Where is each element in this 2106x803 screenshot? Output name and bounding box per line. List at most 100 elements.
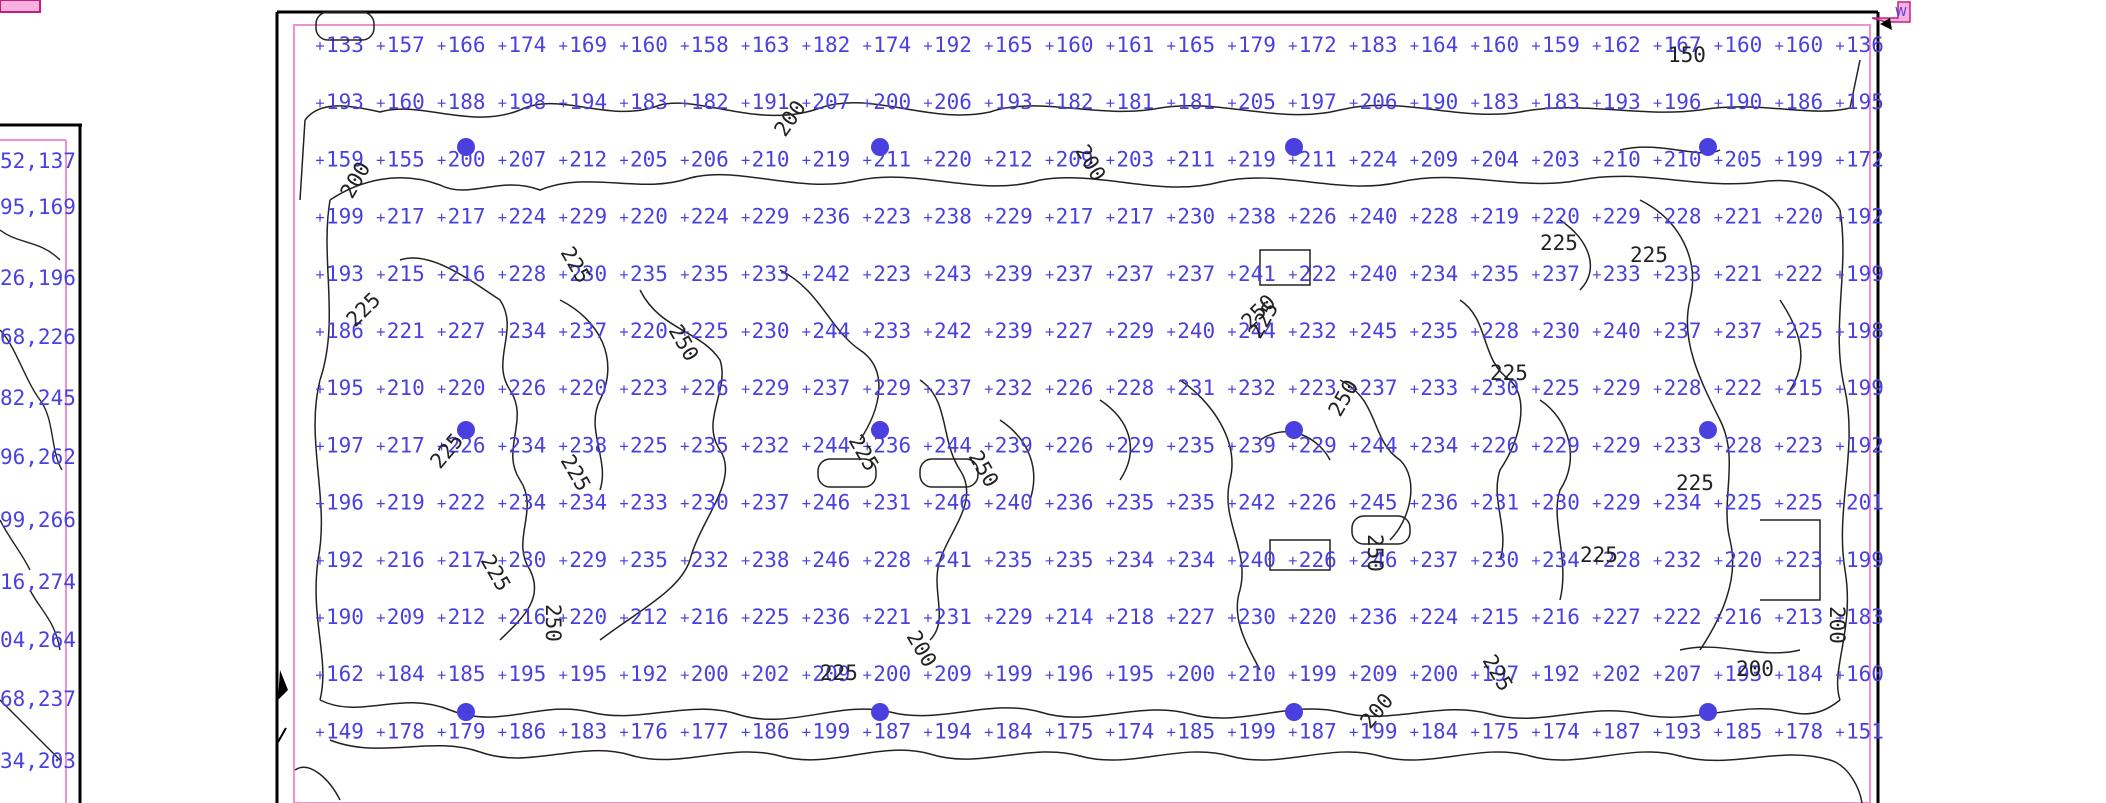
grid-point-cross xyxy=(802,671,811,680)
grid-point-cross xyxy=(498,442,507,451)
grid-value: 193 xyxy=(326,90,364,114)
grid-value: 187 xyxy=(873,719,911,743)
main-border xyxy=(293,24,1871,803)
grid-value: 234 xyxy=(508,319,546,343)
grid-point-cross xyxy=(924,213,932,222)
grid-value: 196 xyxy=(1056,662,1094,686)
grid-value: 227 xyxy=(1056,319,1094,343)
grid-point-cross xyxy=(1592,270,1601,279)
grid-point-cross xyxy=(1349,499,1358,508)
grid-value: 160 xyxy=(1846,662,1884,686)
luminaire-dot xyxy=(1699,421,1717,439)
left-panel-value: 16,274 xyxy=(0,570,76,594)
grid-value: 235 xyxy=(1481,262,1519,286)
grid-point-cross xyxy=(1653,213,1662,222)
grid-point-cross xyxy=(1532,671,1540,680)
grid-value: 200 xyxy=(691,662,729,686)
grid-value: 240 xyxy=(1238,548,1276,572)
grid-point-cross xyxy=(437,156,446,165)
grid-value: 159 xyxy=(326,147,364,171)
grid-value: 241 xyxy=(1238,262,1276,286)
grid-value: 197 xyxy=(1299,90,1337,114)
grid-value: 190 xyxy=(326,605,364,629)
circled-value-ring xyxy=(817,458,877,488)
grid-point-cross xyxy=(498,385,507,394)
grid-value: 213 xyxy=(1785,605,1823,629)
grid-value: 162 xyxy=(1603,33,1641,57)
grid-value: 220 xyxy=(630,319,668,343)
grid-value: 162 xyxy=(326,662,364,686)
luminaire-dot xyxy=(1699,703,1717,721)
grid-value: 172 xyxy=(1846,147,1884,171)
grid-point-cross xyxy=(559,499,568,508)
grid-value: 225 xyxy=(1785,319,1823,343)
grid-value: 184 xyxy=(387,662,425,686)
grid-value: 165 xyxy=(995,33,1033,57)
grid-point-cross xyxy=(802,728,811,737)
grid-point-cross xyxy=(376,385,385,394)
grid-point-cross xyxy=(498,156,507,165)
grid-value: 195 xyxy=(1116,662,1154,686)
grid-value: 182 xyxy=(812,33,850,57)
grid-point-cross xyxy=(984,328,993,336)
grid-value: 193 xyxy=(326,262,364,286)
grid-point-cross xyxy=(1228,270,1236,279)
grid-value: 160 xyxy=(630,33,668,57)
grid-point-cross xyxy=(924,270,932,279)
grid-value: 192 xyxy=(1542,662,1580,686)
grid-point-cross xyxy=(1836,156,1844,165)
grid-point-cross xyxy=(498,270,507,279)
grid-value: 235 xyxy=(1420,319,1458,343)
grid-value: 234 xyxy=(508,433,546,457)
grid-point-cross xyxy=(741,614,750,622)
grid-point-cross xyxy=(1410,556,1419,565)
grid-value: 237 xyxy=(1724,319,1762,343)
grid-value: 231 xyxy=(1177,376,1215,400)
grid-value: 210 xyxy=(752,147,790,171)
grid-value: 226 xyxy=(508,376,546,400)
grid-value: 226 xyxy=(1481,433,1519,457)
grid-point-cross xyxy=(984,614,993,622)
grid-value: 209 xyxy=(1056,147,1094,171)
grid-value: 201 xyxy=(1846,491,1884,515)
grid-value: 226 xyxy=(448,433,486,457)
grid-value: 160 xyxy=(1724,33,1762,57)
grid-value: 236 xyxy=(1056,491,1094,515)
grid-point-cross xyxy=(620,385,628,394)
grid-value: 207 xyxy=(1664,662,1702,686)
grid-point-cross xyxy=(863,156,872,165)
grid-point-cross xyxy=(1471,671,1480,680)
grid-value: 199 xyxy=(1846,376,1884,400)
grid-point-cross xyxy=(1045,728,1054,737)
grid-value: 236 xyxy=(873,433,911,457)
grid-value: 200 xyxy=(448,147,486,171)
grid-point-cross xyxy=(498,556,507,565)
grid-point-cross xyxy=(1471,42,1480,50)
grid-value: 229 xyxy=(1299,433,1337,457)
grid-value: 179 xyxy=(448,719,486,743)
grid-point-cross xyxy=(1288,556,1297,565)
grid-point-cross xyxy=(1167,156,1176,165)
grid-point-cross xyxy=(1288,270,1297,279)
grid-value: 243 xyxy=(934,262,972,286)
grid-point-cross xyxy=(984,442,993,451)
grid-point-cross xyxy=(1045,213,1054,222)
grid-value: 235 xyxy=(1177,433,1215,457)
grid-value: 157 xyxy=(387,33,425,57)
grid-value: 237 xyxy=(569,319,607,343)
grid-point-cross xyxy=(437,213,446,222)
grid-value: 237 xyxy=(1664,319,1702,343)
grid-point-cross xyxy=(1410,442,1419,451)
grid-value: 221 xyxy=(387,319,425,343)
grid-point-cross xyxy=(924,328,932,336)
grid-point-cross xyxy=(1228,42,1236,50)
grid-value: 223 xyxy=(1785,548,1823,572)
grid-value: 164 xyxy=(1420,33,1458,57)
grid-value: 238 xyxy=(569,433,607,457)
grid-point-cross xyxy=(1653,42,1662,50)
grid-value: 219 xyxy=(387,491,425,515)
grid-value: 198 xyxy=(508,90,546,114)
grid-point-cross xyxy=(1836,728,1844,737)
grid-value: 182 xyxy=(1056,90,1094,114)
grid-value: 225 xyxy=(1542,376,1580,400)
